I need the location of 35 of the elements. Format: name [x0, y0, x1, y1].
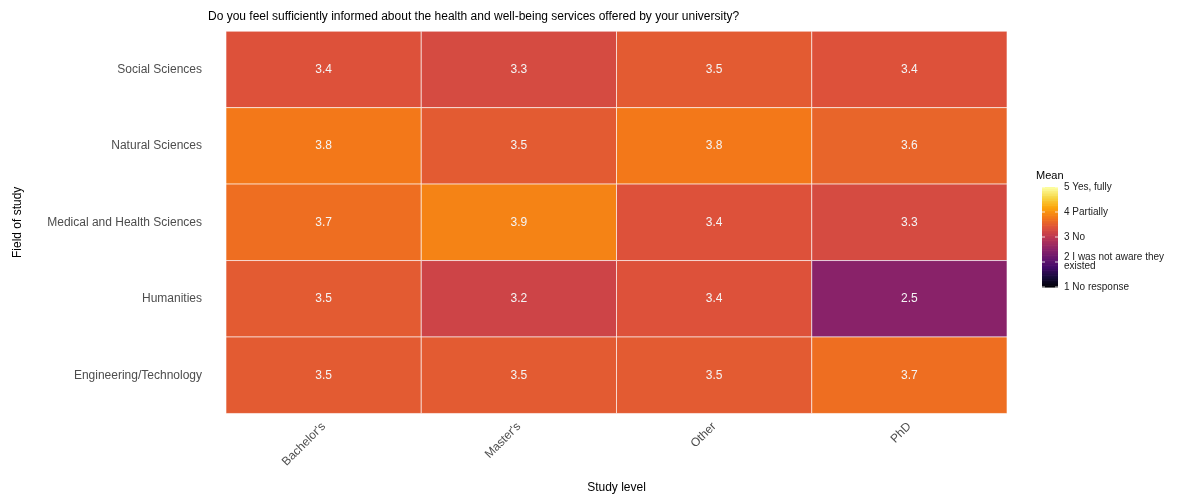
y-tick-label: Humanities — [141, 291, 202, 306]
data-label: 3.8 — [315, 138, 333, 153]
data-label: 3.8 — [705, 138, 723, 153]
y-tick-label: Engineering/Technology — [73, 367, 202, 382]
data-label: 3.5 — [315, 367, 333, 382]
y-tick-label: Social Sciences — [117, 61, 202, 76]
data-label: 3.2 — [510, 291, 528, 306]
y-tick-label: Medical and Health Sciences — [47, 214, 202, 229]
x-axis-title: Study level — [587, 480, 646, 495]
data-label: 3.4 — [901, 61, 919, 76]
data-label: 3.4 — [315, 61, 333, 76]
data-label: 3.7 — [315, 214, 333, 229]
color-bar-label: 4 Partially — [1064, 205, 1108, 217]
data-label: 2.5 — [901, 291, 919, 306]
color-bar-label: 2 I was not aware they existed — [1064, 251, 1165, 272]
color-bar-label: 3 No — [1064, 230, 1086, 242]
data-label: 3.6 — [901, 138, 919, 153]
y-axis-title: Field of study — [10, 186, 25, 259]
data-label: 3.5 — [315, 291, 333, 306]
data-label: 3.5 — [705, 61, 723, 76]
chart-title: Do you feel sufficiently informed about the health and well-being services offered by your university? — [208, 9, 740, 24]
data-label: 3.5 — [510, 138, 528, 153]
data-label: 3.5 — [510, 367, 528, 382]
color-bar-label: 5 Yes, fully — [1064, 180, 1112, 192]
data-label: 3.3 — [901, 214, 919, 229]
color-bar-title: Mean — [1036, 169, 1064, 182]
data-label: 3.4 — [705, 291, 723, 306]
color-bar-label: 1 No response — [1064, 280, 1130, 292]
data-label: 3.5 — [705, 367, 723, 382]
data-label: 3.3 — [510, 61, 528, 76]
y-tick-label: Natural Sciences — [111, 138, 202, 153]
data-label: 3.9 — [510, 214, 528, 229]
data-label: 3.4 — [705, 214, 723, 229]
data-label: 3.7 — [901, 367, 919, 382]
x-tick-label: PhD — [887, 418, 915, 446]
